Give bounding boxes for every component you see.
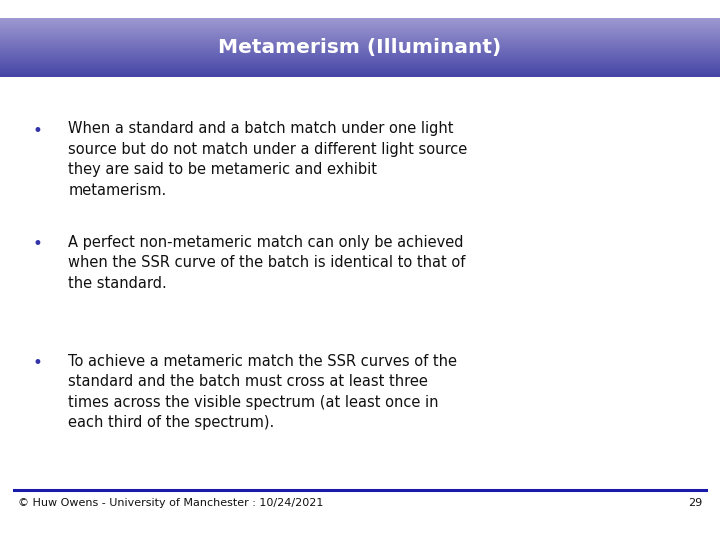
Text: Metamerism (Illuminant): Metamerism (Illuminant) <box>218 38 502 57</box>
Text: •: • <box>32 235 42 253</box>
Text: To achieve a metameric match the SSR curves of the
standard and the batch must c: To achieve a metameric match the SSR cur… <box>68 354 457 430</box>
Text: •: • <box>32 122 42 139</box>
Text: •: • <box>32 354 42 372</box>
Text: © Huw Owens - University of Manchester : 10/24/2021: © Huw Owens - University of Manchester :… <box>18 498 323 509</box>
Text: A perfect non-metameric match can only be achieved
when the SSR curve of the bat: A perfect non-metameric match can only b… <box>68 235 466 291</box>
Text: When a standard and a batch match under one light
source but do not match under : When a standard and a batch match under … <box>68 122 468 198</box>
Text: 29: 29 <box>688 498 702 509</box>
